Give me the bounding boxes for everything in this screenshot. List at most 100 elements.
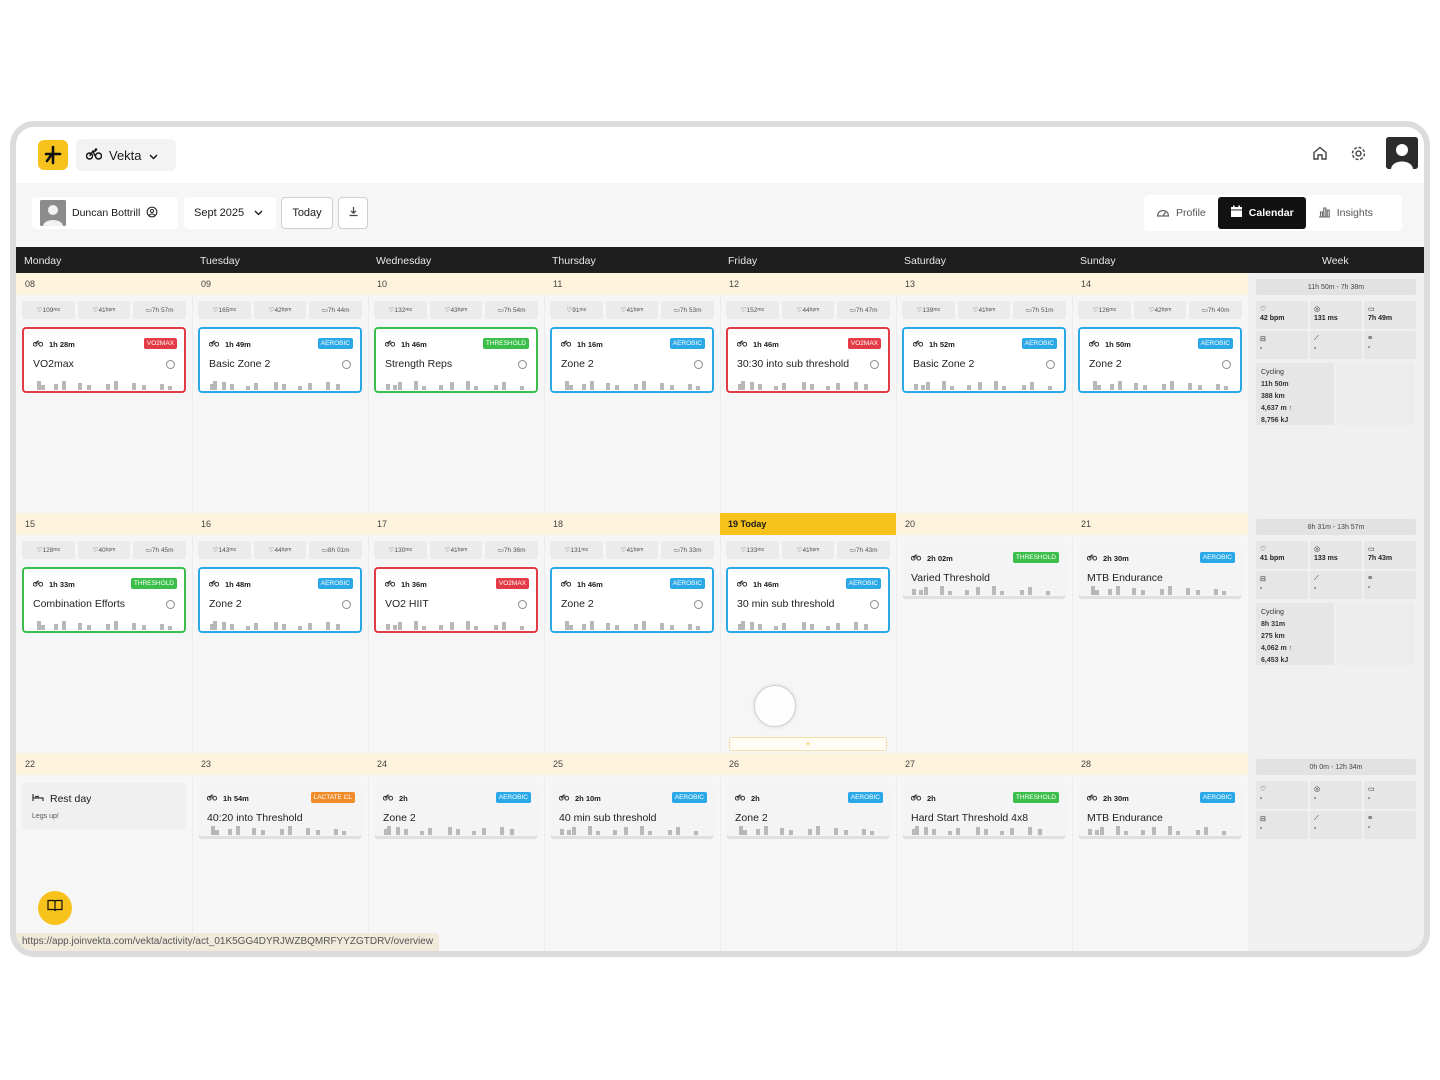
profile-bar bbox=[87, 625, 91, 630]
profile-bar bbox=[215, 830, 219, 835]
gear-icon[interactable] bbox=[1348, 143, 1368, 163]
help-button[interactable] bbox=[38, 891, 72, 925]
profile-bar bbox=[1162, 384, 1166, 390]
workout-profile bbox=[560, 380, 704, 390]
sleep-icon: ▭ bbox=[1025, 307, 1032, 314]
workout-card[interactable]: 1h 16m AEROBIC Zone 2 bbox=[550, 327, 714, 393]
tab-profile[interactable]: Profile bbox=[1144, 197, 1218, 229]
comment-icon[interactable] bbox=[694, 360, 703, 369]
workout-card[interactable]: 2h 10m AEROBIC 40 min sub threshold bbox=[550, 783, 714, 839]
workout-duration: 1h 46m bbox=[753, 339, 779, 349]
comment-icon[interactable] bbox=[1046, 360, 1055, 369]
workout-profile bbox=[910, 825, 1058, 835]
comment-icon[interactable] bbox=[166, 600, 175, 609]
profile-bar bbox=[87, 385, 91, 390]
metric-value: 7h 51m bbox=[1031, 306, 1054, 314]
day-number: 24 bbox=[377, 759, 388, 769]
workout-title: Strength Reps bbox=[385, 358, 453, 370]
week-metric-cell: ⟋ - bbox=[1310, 811, 1362, 839]
workout-profile bbox=[736, 620, 880, 630]
bike-icon bbox=[1086, 553, 1098, 563]
week-metric-value: - bbox=[1314, 585, 1317, 592]
profile-bar bbox=[1028, 587, 1032, 595]
profile-bar bbox=[336, 624, 340, 630]
profile-bar bbox=[1222, 591, 1226, 595]
profile-bar bbox=[494, 625, 498, 630]
comment-icon[interactable] bbox=[870, 360, 879, 369]
add-workout-button[interactable]: + bbox=[729, 737, 887, 751]
month-selector[interactable]: Sept 2025 bbox=[184, 197, 276, 229]
workout-card[interactable]: 2h 02m THRESHOLD Varied Threshold bbox=[902, 543, 1066, 599]
team-switcher[interactable]: Vekta bbox=[76, 139, 176, 171]
hrv-icon: ♡ bbox=[212, 547, 219, 554]
bike-icon bbox=[32, 579, 44, 589]
profile-bar bbox=[569, 385, 573, 390]
profile-bar bbox=[932, 829, 936, 835]
metric-value: 139 bbox=[922, 306, 934, 314]
workout-duration: 1h 46m bbox=[401, 339, 427, 349]
athlete-settings-icon[interactable] bbox=[146, 206, 158, 221]
today-button[interactable]: Today bbox=[281, 197, 333, 229]
comment-icon[interactable] bbox=[342, 360, 351, 369]
metric-value: 7h 33m bbox=[679, 546, 702, 554]
profile-bar bbox=[802, 622, 806, 630]
workout-card[interactable]: 2h AEROBIC Zone 2 bbox=[726, 783, 890, 839]
workout-profile bbox=[32, 620, 176, 630]
sport-summary: Cycling 11h 50m 388 km 4,637 m ↑ 8,756 kJ bbox=[1256, 363, 1334, 425]
week-row: 08 09 10 11 12 13 14 ♡ 109 ms ♡ 41 bpm ▭ 7h 57m ♡ … bbox=[16, 273, 1248, 513]
metric-pill: ▭ 7h 33m bbox=[661, 541, 715, 559]
workout-duration: 1h 46m bbox=[753, 579, 779, 589]
profile-bar bbox=[1020, 590, 1024, 595]
tab-insights[interactable]: Insights bbox=[1306, 197, 1385, 229]
home-icon[interactable] bbox=[1310, 143, 1330, 163]
app-logo[interactable] bbox=[38, 140, 68, 170]
workout-card[interactable]: 1h 54m LACTATE CL 40:20 into Threshold bbox=[198, 783, 362, 839]
workout-card[interactable]: 1h 46m VO2MAX 30:30 into sub threshold bbox=[726, 327, 890, 393]
metric-pill: ▭ 7h 57m bbox=[133, 301, 187, 319]
profile-bar bbox=[676, 827, 680, 835]
profile-bar bbox=[386, 624, 390, 630]
comment-icon[interactable] bbox=[694, 600, 703, 609]
workout-card[interactable]: 1h 48m AEROBIC Zone 2 bbox=[198, 567, 362, 633]
profile-bar bbox=[615, 625, 619, 630]
download-button[interactable] bbox=[338, 197, 368, 229]
workout-card[interactable]: 1h 52m AEROBIC Basic Zone 2 bbox=[902, 327, 1066, 393]
comment-icon[interactable] bbox=[166, 360, 175, 369]
workout-card[interactable]: 2h 30m AEROBIC MTB Endurance bbox=[1078, 543, 1242, 599]
workout-card[interactable]: 1h 46m AEROBIC 30 min sub threshold bbox=[726, 567, 890, 633]
tab-calendar[interactable]: Calendar bbox=[1217, 197, 1306, 229]
profile-bar bbox=[1022, 385, 1026, 390]
user-avatar[interactable] bbox=[1386, 137, 1418, 169]
comment-icon[interactable] bbox=[518, 600, 527, 609]
workout-card[interactable]: 2h THRESHOLD Hard Start Threshold 4x8 bbox=[902, 783, 1066, 839]
metric-pill: ♡ 133 ms bbox=[726, 541, 779, 559]
comment-icon[interactable] bbox=[342, 600, 351, 609]
heart-icon: ♡ bbox=[444, 307, 451, 314]
profile-bar bbox=[393, 625, 397, 630]
metric-pill: ▭ 7h 47m bbox=[837, 301, 891, 319]
workout-card[interactable]: 2h 30m AEROBIC MTB Endurance bbox=[1078, 783, 1242, 839]
profile-bar bbox=[738, 384, 742, 390]
workout-card[interactable]: 1h 28m VO2MAX VO2max bbox=[22, 327, 186, 393]
week-metric-value: 133 ms bbox=[1314, 555, 1338, 562]
workout-card[interactable]: 2h AEROBIC Zone 2 bbox=[374, 783, 538, 839]
weight-icon: ⊟ bbox=[1260, 336, 1266, 343]
workout-card[interactable]: 1h 36m VO2MAX VO2 HIIT bbox=[374, 567, 538, 633]
workout-card[interactable]: 1h 49m AEROBIC Basic Zone 2 bbox=[198, 327, 362, 393]
athlete-selector[interactable]: Duncan Bottrill bbox=[32, 197, 178, 229]
week-metric-cell: ♡ 41 bpm bbox=[1256, 541, 1308, 569]
week-metric-value: - bbox=[1314, 825, 1317, 832]
workout-card[interactable]: 1h 50m AEROBIC Zone 2 bbox=[1078, 327, 1242, 393]
workout-card[interactable]: 1h 46m AEROBIC Zone 2 bbox=[550, 567, 714, 633]
workout-card[interactable]: 1h 46m THRESHOLD Strength Reps bbox=[374, 327, 538, 393]
comment-icon[interactable] bbox=[870, 600, 879, 609]
workout-card[interactable]: 1h 33m THRESHOLD Combination Efforts bbox=[22, 567, 186, 633]
comment-icon[interactable] bbox=[1222, 360, 1231, 369]
comment-icon[interactable] bbox=[518, 360, 527, 369]
rest-day-card[interactable]: Rest day Legs up! bbox=[22, 783, 186, 829]
metric-pill: ♡ 41 bpm bbox=[957, 301, 1011, 319]
week-metric-value: 131 ms bbox=[1314, 315, 1338, 322]
heart-icon: ♡ bbox=[1148, 307, 1155, 314]
metric-value: 41 bbox=[626, 306, 634, 314]
profile-bar bbox=[590, 381, 594, 390]
